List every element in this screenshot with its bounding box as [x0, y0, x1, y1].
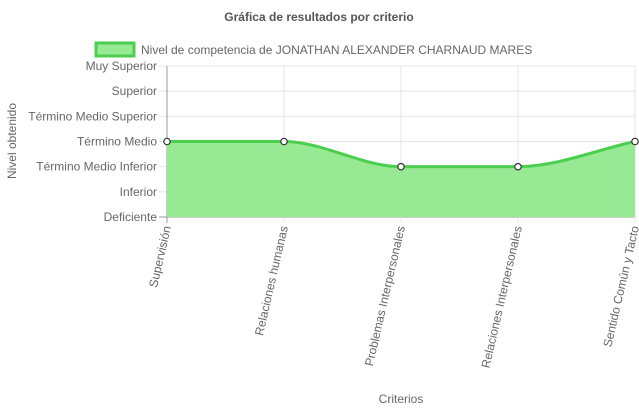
x-axis-title: Criterios: [379, 392, 424, 406]
data-point[interactable]: [514, 162, 522, 171]
x-tick-label: Problemas Interpersonales: [362, 225, 408, 368]
data-point[interactable]: [397, 162, 405, 171]
data-points[interactable]: [163, 137, 639, 171]
y-tick-label: Superior: [112, 84, 157, 98]
legend-label: Nivel de competencia de JONATHAN ALEXAND…: [141, 43, 532, 57]
y-tick-label: Término Medio Inferior: [36, 160, 157, 174]
x-tick-labels: Supervisión Relaciones humanas Problemas I…: [146, 224, 639, 369]
x-tick-label: Supervisión: [146, 225, 174, 289]
series-area-fill: [167, 141, 635, 217]
y-tick-label: Inferior: [120, 185, 157, 199]
x-tick-label: Sentido Común y Tacto: [600, 224, 639, 348]
legend-swatch: [94, 41, 136, 58]
y-axis-title: Nivel obtenido: [5, 103, 19, 179]
chart-title: Gráfica de resultados por criterio: [224, 10, 413, 24]
x-tick-label: Relaciones humanas: [252, 225, 291, 337]
legend[interactable]: Nivel de competencia de JONATHAN ALEXAND…: [94, 41, 532, 58]
y-tick-label: Término Medio: [77, 135, 157, 149]
data-point[interactable]: [163, 137, 171, 146]
y-tick-label: Término Medio Superior: [28, 109, 157, 123]
data-point[interactable]: [631, 137, 639, 146]
y-tick-labels: Deficiente Inferior Término Medio Inferior…: [28, 59, 157, 224]
y-tick-label: Muy Superior: [86, 59, 157, 73]
x-tick-label: Relaciones Interpersonales: [479, 225, 525, 370]
data-point[interactable]: [280, 137, 288, 146]
y-tick-label: Deficiente: [104, 210, 158, 224]
